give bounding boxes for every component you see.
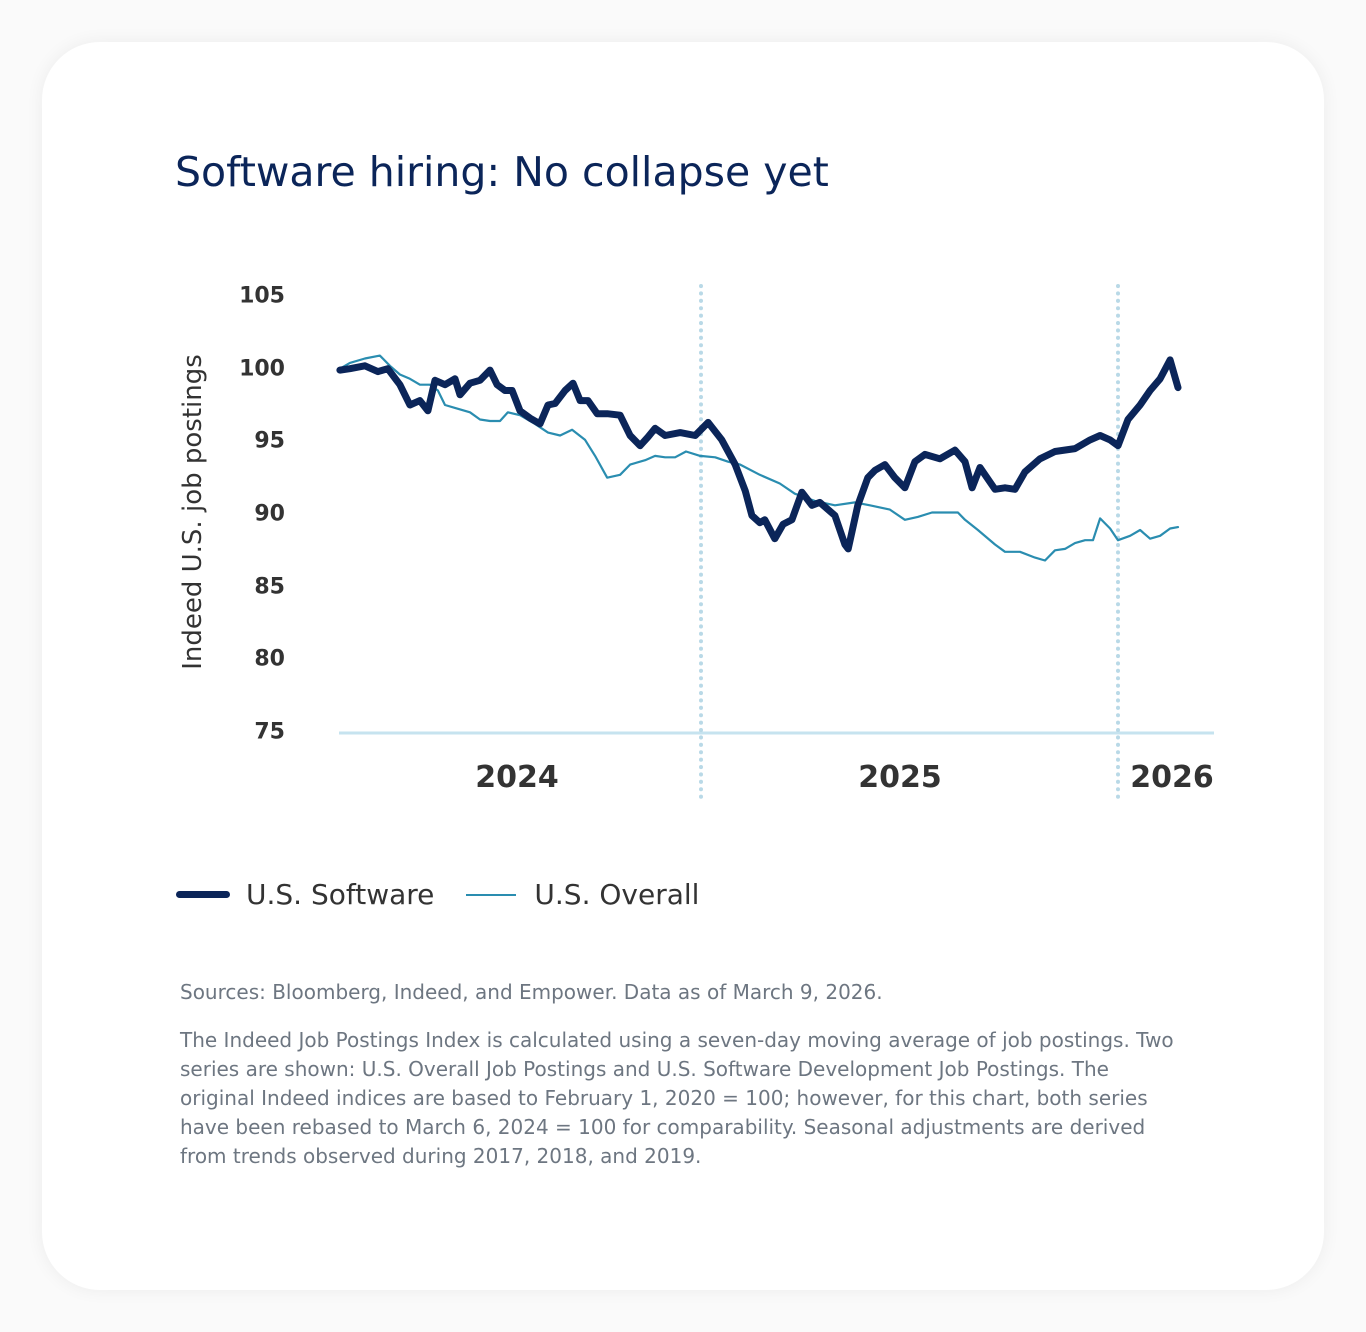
legend-label-software: U.S. Software <box>246 878 435 911</box>
series-line-us-software <box>336 356 1182 553</box>
sources-text: Sources: Bloomberg, Indeed, and Empower.… <box>180 980 883 1004</box>
y-tick-label: 80 <box>254 646 285 672</box>
y-tick-label: 90 <box>254 501 285 527</box>
y-tick-label: 100 <box>239 356 285 382</box>
x-tick-label: 2025 <box>858 760 942 795</box>
legend-swatch-software <box>176 891 230 898</box>
methodology-note: The Indeed Job Postings Index is calcula… <box>180 1028 1174 1168</box>
legend: U.S. Software U.S. Overall <box>176 878 699 911</box>
legend-swatch-overall <box>466 893 517 896</box>
x-tick-label: 2026 <box>1130 760 1214 795</box>
y-tick-label: 95 <box>254 428 285 454</box>
chart-title: Software hiring: No collapse yet <box>175 148 829 196</box>
y-tick-label: 105 <box>239 283 285 309</box>
legend-label-overall: U.S. Overall <box>534 878 700 911</box>
y-tick-label: 75 <box>254 719 285 745</box>
chart-card <box>42 42 1324 1290</box>
x-tick-label: 2024 <box>475 760 559 795</box>
y-tick-label: 85 <box>254 574 285 600</box>
